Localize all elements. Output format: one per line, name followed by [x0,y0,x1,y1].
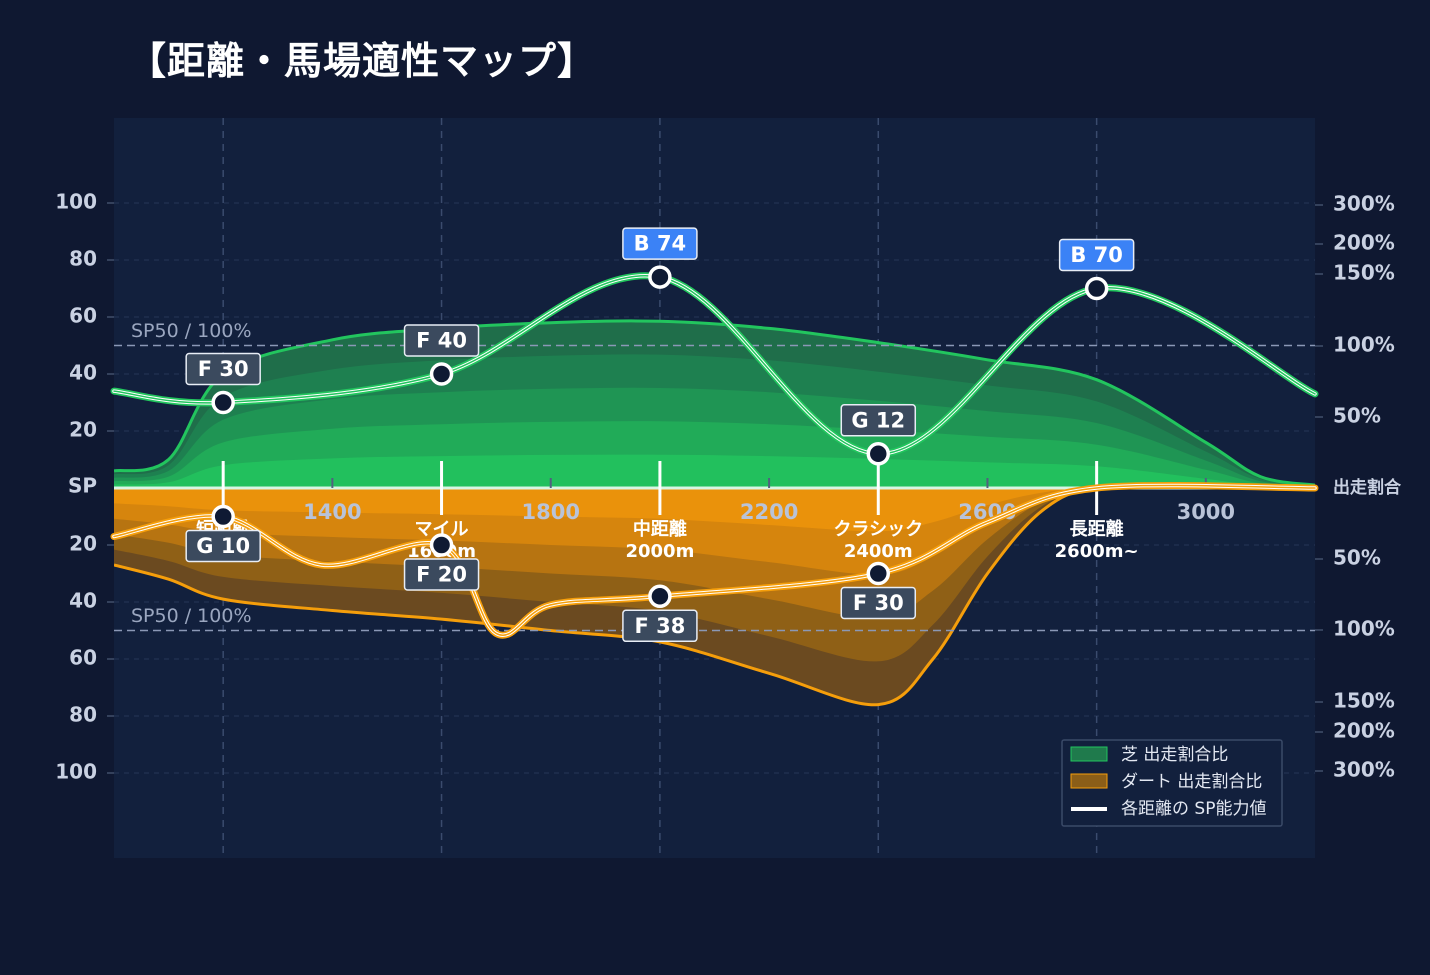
right-tick-top-0: 300% [1333,192,1395,216]
dirt-sp-badge-1 [403,558,480,591]
dirt-sp-point-3 [866,561,891,586]
dirt-sp-line-inner [113,484,1316,636]
x-tick-3000: 3000 [1177,500,1235,524]
dirt-sp-badge-text-1: F 20 [416,563,467,587]
category-distance-3: 2400m [844,541,913,562]
y-tick-bottom-20: 20 [69,532,97,556]
legend-label-dirt: ダート 出走割合比 [1121,772,1262,792]
reference-label-bottom: SP50 / 100% [131,605,252,627]
category-name-4: 長距離 [1070,518,1124,540]
category-name-2: 中距離 [633,518,687,540]
reference-lines: SP50 / 100% SP50 / 100% [114,320,1315,632]
category-markers: 短距離マイル1600m中距離2000mクラシック2400m長距離2600m~ [196,461,1139,562]
dirt-sp-point-2 [648,584,672,609]
x-tick-1400: 1400 [303,500,361,524]
y-tick-bottom-100: 100 [55,760,97,784]
turf-sp-badge-text-0: F 30 [198,357,249,381]
legend-box [1061,739,1283,827]
legend-label-line: 各距離の SP能力値 [1121,799,1266,819]
dirt-area-layer-4 [114,487,1315,532]
turf-sp-badge-1 [403,324,480,357]
category-name-1: マイル [415,519,469,540]
turf-sp-badge-2 [622,227,698,260]
right-tick-top-1: 200% [1333,231,1395,255]
dirt-sp-point-0 [211,504,235,529]
turf-sp-point-0 [211,390,235,415]
dirt-sp-badge-text-2: F 38 [634,614,685,638]
turf-sp-badge-text-2: B 74 [634,232,687,256]
legend-label-turf: 芝 出走割合比 [1121,745,1228,765]
y-tick-top-80: 80 [69,247,97,271]
right-tick-top-3: 100% [1333,333,1395,357]
category-name-3: クラシック [833,519,923,540]
reference-label-top: SP50 / 100% [131,320,252,342]
turf-sp-badge-text-4: B 70 [1070,243,1123,267]
category-distance-4: 2600m~ [1055,541,1139,562]
turf-sp-badge-text-3: G 12 [851,408,905,432]
y-tick-bottom-80: 80 [69,703,97,727]
dirt-sp-badge-2 [622,609,698,643]
turf-sp-badge-3 [840,404,917,437]
turf-sp-badge-4 [1058,238,1135,272]
category-distance-2: 2000m [625,541,694,562]
sp-points: F 30 F 40 B 74 G 12 B 70 G 10 F 20 F 38 F 30 [185,227,1135,643]
right-tick-bottom-0: 50% [1333,546,1381,570]
legend-swatch-turf [1070,746,1108,762]
y-tick-top-100: 100 [55,190,97,214]
turf-sp-point-4 [1084,276,1109,301]
turf-sp-badge-text-1: F 40 [416,329,467,353]
dirt-sp-badge-3 [840,586,917,620]
dirt-sp-point-1 [429,533,454,557]
y-tick-bottom-40: 40 [69,589,97,613]
right-tick-bottom-1: 100% [1333,617,1395,641]
right-tick-top-4: 50% [1333,404,1381,428]
dirt-sp-badge-text-0: G 10 [196,534,250,558]
legend-swatch-dirt [1070,773,1108,789]
y-center-label: SP [68,474,97,498]
right-center-label: 出走割合 [1333,477,1402,498]
turf-sp-point-2 [648,265,672,289]
y-tick-top-40: 40 [69,361,97,385]
dirt-sp-badge-0 [185,529,261,563]
turf-sp-badge-0 [185,352,261,386]
turf-area-layer-4 [114,454,1315,488]
x-tick-1800: 1800 [522,500,580,524]
dirt-sp-badge-text-3: F 30 [853,591,904,615]
chart-title: 【距離・馬場適性マップ】 [128,39,597,83]
right-tick-bottom-3: 200% [1333,719,1395,743]
share-areas [114,319,1315,707]
turf-sp-point-3 [866,442,891,466]
x-tick-2200: 2200 [740,500,798,524]
y-tick-top-20: 20 [69,418,97,442]
right-tick-bottom-4: 300% [1333,758,1395,782]
turf-sp-point-1 [429,362,454,386]
right-tick-top-2: 150% [1333,261,1395,285]
right-tick-bottom-2: 150% [1333,689,1395,713]
y-tick-bottom-60: 60 [69,646,97,670]
y-tick-top-60: 60 [69,304,97,328]
